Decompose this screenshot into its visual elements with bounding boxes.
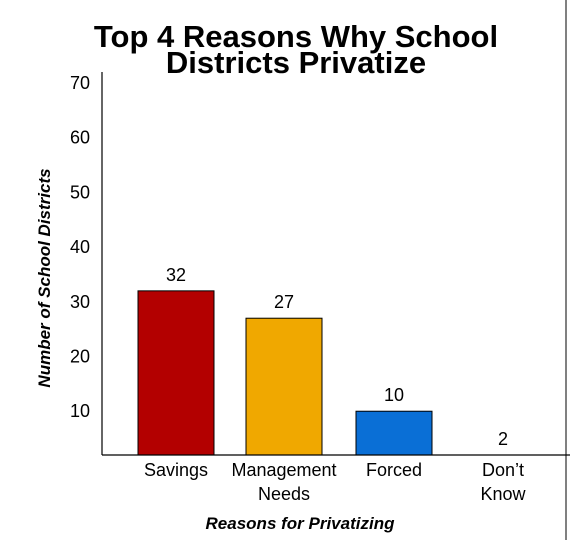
- bar-value-label: 10: [384, 385, 404, 405]
- category-label: Forced: [366, 460, 422, 480]
- y-tick-label: 40: [70, 237, 90, 257]
- category-label: Don’t: [482, 460, 524, 480]
- bar: [245, 317, 323, 456]
- bar: [355, 410, 433, 456]
- x-axis-title: Reasons for Privatizing: [206, 514, 396, 533]
- category-label: Know: [480, 484, 526, 504]
- y-tick-label: 10: [70, 401, 90, 421]
- bar-value-label: 27: [274, 292, 294, 312]
- y-axis-title: Number of School Districts: [35, 168, 54, 387]
- category-label: Management: [231, 460, 336, 480]
- value-labels: 32 27 10 2: [166, 265, 508, 449]
- y-tick-label: 70: [70, 73, 90, 93]
- bar: [137, 290, 215, 456]
- category-labels: Savings Management Needs Forced Don’t Know: [144, 460, 527, 504]
- y-tick-label: 20: [70, 347, 90, 367]
- y-tick-label: 30: [70, 292, 90, 312]
- category-label: Needs: [258, 484, 310, 504]
- category-label: Savings: [144, 460, 208, 480]
- chart-title-line: Top 4 Reasons Why School: [94, 19, 498, 54]
- y-axis-ticks: 10 20 30 40 50 60 70: [70, 73, 90, 421]
- bar-value-label: 32: [166, 265, 186, 285]
- y-tick-label: 50: [70, 182, 90, 202]
- chart-title-line: Districts Privatize: [166, 45, 426, 80]
- y-tick-label: 60: [70, 128, 90, 148]
- bars: [137, 290, 433, 456]
- bar-value-label: 2: [498, 429, 508, 449]
